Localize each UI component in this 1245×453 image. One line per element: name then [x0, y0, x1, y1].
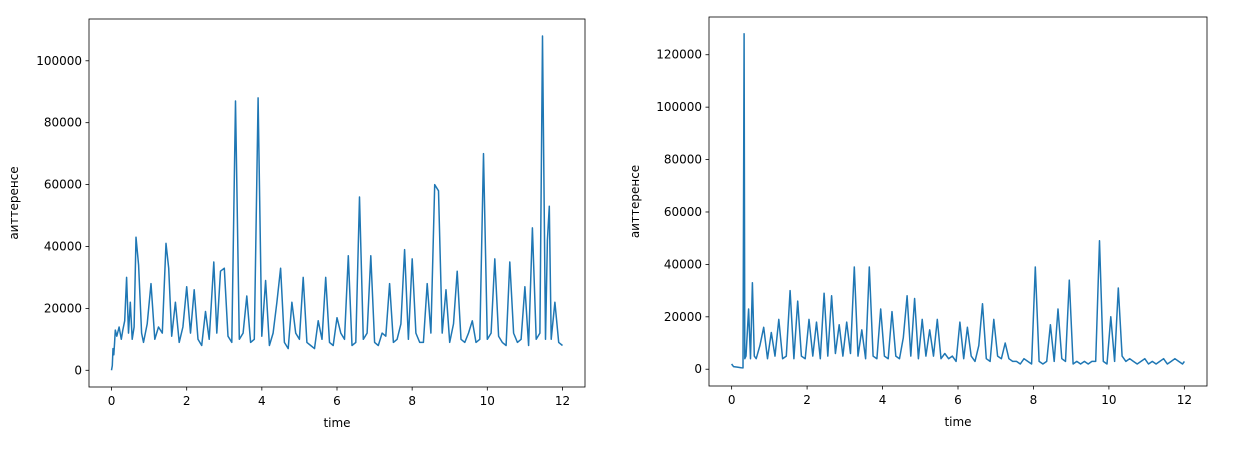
- left-panel: 0 2 4 6 8 10 12 0 20000 40000 60000 80000 100000 time…: [7, 18, 586, 430]
- x-tick-label: 12: [555, 394, 570, 408]
- x-tick-label: 2: [183, 394, 191, 408]
- y-tick-label: 80000: [44, 116, 82, 130]
- x-tick-label: 2: [803, 393, 811, 407]
- x-axis-label: time: [944, 415, 971, 429]
- x-tick-label: 10: [1101, 393, 1116, 407]
- x-tick-label: 0: [108, 394, 116, 408]
- x-tick-label: 8: [408, 394, 416, 408]
- x-tick-label: 6: [954, 393, 962, 407]
- x-tick-label: 4: [258, 394, 266, 408]
- series-line: [110, 35, 563, 371]
- x-tick-label: 12: [1177, 393, 1192, 407]
- x-tick-label: 6: [333, 394, 341, 408]
- y-axis-label: аиттеренсе: [7, 166, 21, 239]
- y-tick-label: 60000: [664, 205, 702, 219]
- y-tick-label: 100000: [656, 100, 702, 114]
- y-tick-label: 60000: [44, 178, 82, 192]
- y-tick-label: 120000: [656, 48, 702, 62]
- x-tick-label: 0: [728, 393, 736, 407]
- axes-frame: [88, 18, 586, 388]
- y-tick-label: 0: [74, 363, 82, 377]
- y-tick-label: 40000: [44, 239, 82, 253]
- y-axis-label: аиттеренсе: [628, 165, 642, 238]
- x-tick-label: 8: [1030, 393, 1038, 407]
- y-tick-label: 40000: [664, 257, 702, 271]
- y-tick-label: 0: [694, 362, 702, 376]
- x-tick-label: 4: [879, 393, 887, 407]
- y-tick-label: 80000: [664, 153, 702, 167]
- y-tick-label: 20000: [44, 301, 82, 315]
- y-tick-label: 100000: [36, 54, 82, 68]
- axes-frame: [708, 16, 1208, 387]
- series-line: [730, 33, 1186, 369]
- y-tick-label: 20000: [664, 310, 702, 324]
- x-axis-label: time: [323, 416, 350, 430]
- x-tick-label: 10: [480, 394, 495, 408]
- right-panel: 0 2 4 6 8 10 12 0 20000 40000 60000 80000 100000 1200…: [628, 16, 1208, 429]
